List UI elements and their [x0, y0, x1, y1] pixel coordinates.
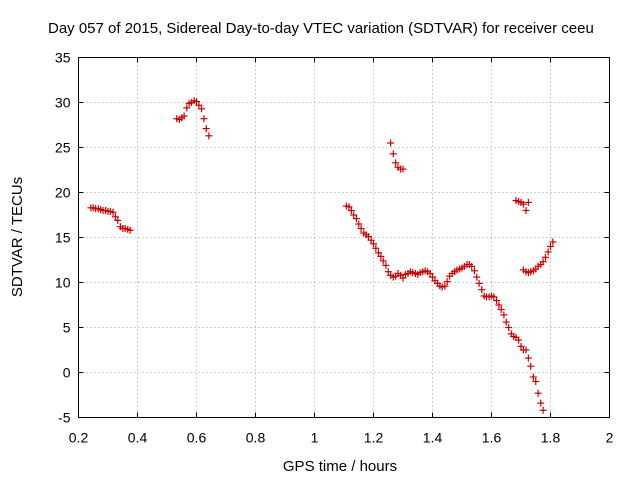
data-point	[539, 406, 547, 414]
x-tick-label: 0.6	[187, 430, 207, 446]
x-tick-label: 1.2	[364, 430, 384, 446]
x-tick-label: 1.6	[482, 430, 502, 446]
data-point	[114, 216, 122, 224]
data-point	[502, 318, 510, 326]
data-point	[549, 238, 557, 246]
data-point	[524, 354, 532, 362]
y-tick-label: 0	[63, 365, 71, 381]
y-tick-label: 30	[55, 95, 71, 111]
data-point	[515, 336, 523, 344]
data-point	[529, 373, 537, 381]
data-point	[478, 286, 486, 294]
x-axis-label: GPS time / hours	[283, 458, 397, 475]
data-point	[470, 267, 478, 275]
data-point	[195, 101, 203, 109]
y-tick-label: -5	[58, 410, 71, 426]
data-point	[126, 226, 134, 234]
data-point	[377, 252, 385, 260]
data-point	[384, 268, 392, 276]
data-point	[379, 257, 387, 265]
data-point	[350, 211, 358, 219]
y-axis-label: SDTVAR / TECUs	[9, 177, 26, 297]
data-point	[473, 273, 481, 281]
data-point	[537, 399, 545, 407]
data-point	[475, 279, 483, 287]
axis-ticks	[78, 57, 610, 418]
x-tick-label: 2	[606, 430, 614, 446]
data-point	[372, 244, 380, 252]
data-point	[205, 132, 213, 140]
y-tick-label: 10	[55, 275, 71, 291]
data-point	[524, 198, 532, 206]
data-point	[441, 282, 449, 290]
data-point	[532, 378, 540, 385]
data-point	[399, 165, 407, 173]
data-point	[345, 203, 353, 211]
plot-frame	[78, 57, 610, 418]
data-point	[375, 249, 383, 257]
data-point	[355, 220, 363, 228]
data-point	[541, 253, 549, 261]
data-point	[426, 270, 434, 277]
x-tick-label: 1	[311, 430, 319, 446]
data-point	[389, 150, 397, 158]
data-point	[347, 207, 355, 214]
x-tick-label: 0.4	[128, 430, 148, 446]
y-tick-label: 25	[55, 140, 71, 156]
data-point	[193, 98, 200, 106]
chart-title: Day 057 of 2015, Sidereal Day-to-day VTE…	[48, 20, 594, 37]
data-points	[87, 97, 557, 414]
data-point	[490, 293, 498, 301]
y-tick-label: 20	[55, 185, 71, 201]
x-tick-label: 0.8	[246, 430, 266, 446]
data-point	[183, 104, 191, 112]
data-point	[519, 200, 527, 208]
data-point	[505, 324, 513, 331]
data-point	[495, 301, 503, 309]
grid-lines	[78, 57, 610, 418]
x-tick-label: 0.2	[69, 430, 89, 446]
data-point	[202, 125, 210, 133]
x-tick-label: 1.8	[541, 430, 561, 446]
data-point	[392, 159, 400, 167]
data-point	[399, 274, 407, 282]
data-point	[198, 105, 206, 113]
data-point	[109, 208, 117, 216]
data-point	[352, 215, 360, 223]
data-point	[517, 342, 525, 350]
x-tick-label: 1.4	[423, 430, 443, 446]
data-point	[370, 240, 377, 248]
x-tick-labels: 0.2 0.4 0.6 0.8 1 1.2 1.4 1.6 1.8 2	[69, 430, 614, 446]
data-point	[387, 139, 395, 147]
data-point	[180, 112, 188, 120]
data-point	[429, 273, 436, 281]
data-point	[357, 225, 365, 232]
data-point	[534, 389, 542, 397]
data-point	[364, 233, 372, 241]
data-point	[493, 297, 501, 304]
data-point	[522, 207, 530, 214]
data-point	[527, 362, 535, 370]
data-point	[500, 311, 508, 319]
data-point	[497, 306, 505, 313]
data-point	[544, 248, 552, 256]
data-point	[367, 236, 375, 244]
data-point	[539, 258, 547, 266]
data-point	[382, 261, 390, 269]
data-point	[522, 346, 530, 354]
data-point	[547, 243, 554, 250]
y-tick-label: 35	[55, 50, 71, 66]
y-tick-label: 5	[63, 320, 71, 336]
data-point	[111, 213, 119, 221]
data-point	[200, 115, 208, 123]
y-tick-labels: -5 0 5 10 15 20 25 30 35	[55, 50, 71, 426]
data-point	[468, 262, 476, 270]
y-tick-label: 15	[55, 230, 71, 246]
data-point	[443, 278, 451, 286]
